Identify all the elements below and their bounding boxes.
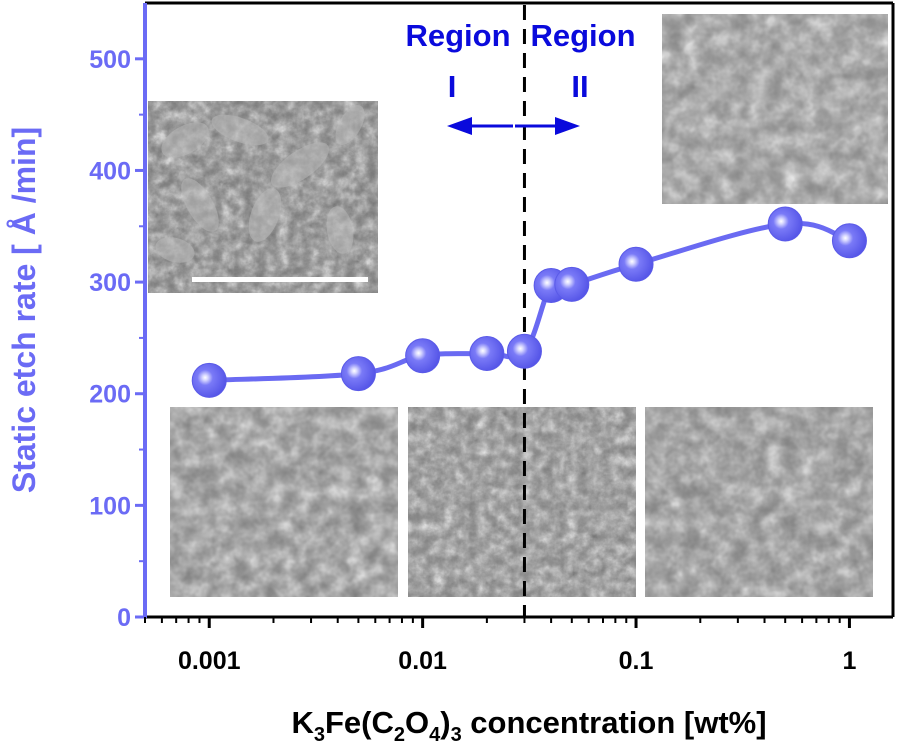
y-tick-label: 200: [89, 381, 131, 409]
x-tick-label: 0.001: [178, 647, 241, 675]
region2-label: Region: [530, 18, 635, 53]
x-tick-label: 0.01: [398, 647, 447, 675]
y-tick-label: 500: [89, 46, 131, 74]
data-point: [506, 333, 542, 369]
data-point: [554, 266, 590, 302]
data-markers: [191, 206, 867, 398]
sem-image-bottom-left: [170, 407, 398, 597]
region1-label: Region: [405, 18, 510, 53]
y-tick-label: 300: [89, 269, 131, 297]
sem-image-high-concentration: [662, 14, 888, 204]
x-axis-title: K3Fe(C2O4)3 concentration [wt%]: [291, 705, 766, 745]
region2-numeral: II: [571, 69, 588, 104]
y-tick-label: 100: [89, 492, 131, 520]
data-point: [767, 206, 803, 242]
data-point: [191, 362, 227, 398]
sem-scale-bar: [192, 277, 368, 282]
sem-image-bottom-right: [645, 407, 873, 597]
region1-numeral: I: [448, 69, 457, 104]
data-point: [831, 223, 867, 259]
region1-arrow: [447, 117, 513, 135]
data-point: [618, 246, 654, 282]
data-point: [405, 338, 441, 374]
region2-arrow: [515, 117, 580, 135]
region-annotations: Region I Region II: [405, 18, 636, 135]
axes: 0 100 200 300 400 500 0.001 0.01 0.1 1: [89, 1, 895, 675]
sem-image-bottom-middle: [408, 407, 636, 597]
data-point: [340, 356, 376, 392]
x-tick-label: 1: [842, 647, 856, 675]
y-tick-label: 0: [117, 604, 131, 632]
x-tick-label: 0.1: [619, 647, 654, 675]
sem-image-low-concentration: [148, 101, 378, 293]
data-point: [469, 336, 505, 372]
sem-micrograph-insets: [148, 14, 888, 597]
y-axis-title: Static etch rate [ Å /min]: [6, 127, 42, 493]
y-tick-label: 400: [89, 157, 131, 185]
